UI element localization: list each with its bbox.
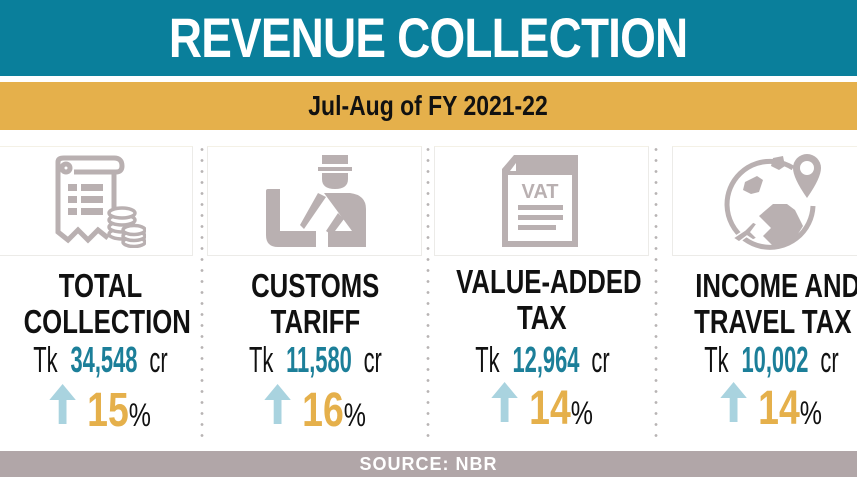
stat-income-travel-tax: INCOME AND TRAVEL TAX Tk 10,002 cr 14% (658, 140, 857, 440)
stat-label: COLLECTION (23, 303, 191, 340)
stat-amount: Tk 10,002 cr (704, 339, 840, 380)
globe-travel-icon (724, 154, 821, 250)
up-arrow-icon (720, 382, 748, 422)
stat-label: TARIFF (270, 303, 360, 340)
icon-panel (207, 146, 422, 256)
stat-growth: 14% (672, 382, 857, 434)
source-footer: SOURCE: NBR (0, 451, 857, 477)
stat-amount: Tk 11,580 cr (248, 339, 382, 380)
stat-amount: Tk 34,548 cr (33, 339, 168, 380)
stat-value-added-tax: VAT VALUE-ADDED TAX Tk 12,964 cr 14% (430, 140, 654, 440)
column-divider (426, 144, 430, 440)
stat-growth: 16% (204, 384, 426, 436)
up-arrow-icon (49, 384, 76, 424)
stat-customs-tariff: CUSTOMS TARIFF Tk 11,580 cr 16% (204, 140, 426, 440)
vat-document-icon: VAT (501, 155, 578, 247)
stat-amount: Tk 12,964 cr (475, 339, 610, 380)
up-arrow-icon (264, 384, 291, 424)
icon-panel: VAT (434, 146, 649, 256)
stat-label: TAX (517, 299, 567, 336)
icon-panel (0, 146, 193, 256)
stat-label: INCOME AND (695, 267, 857, 304)
period-subtitle: Jul-Aug of FY 2021-22 (308, 90, 549, 121)
receipt-coins-icon (55, 155, 146, 248)
stat-label: CUSTOMS (250, 267, 380, 304)
customs-officer-icon (265, 155, 366, 247)
icon-panel (672, 146, 857, 256)
subtitle-banner: Jul-Aug of FY 2021-22 (0, 82, 857, 130)
source-label: SOURCE: NBR (359, 454, 498, 474)
stat-label: TRAVEL TAX (694, 303, 852, 340)
stat-growth: 14% (430, 382, 654, 434)
stat-growth: 15% (0, 384, 200, 436)
svg-text:VAT: VAT (521, 181, 558, 203)
stat-label: VALUE-ADDED (456, 263, 642, 300)
column-divider (200, 144, 204, 440)
up-arrow-icon (491, 382, 518, 422)
stat-total-collection: TOTAL COLLECTION Tk 34,548 cr 15% (0, 140, 200, 440)
stat-label: TOTAL (58, 267, 142, 304)
page-title: REVENUE COLLECTION (169, 6, 688, 69)
column-divider (654, 144, 658, 440)
title-banner: REVENUE COLLECTION (0, 0, 857, 76)
